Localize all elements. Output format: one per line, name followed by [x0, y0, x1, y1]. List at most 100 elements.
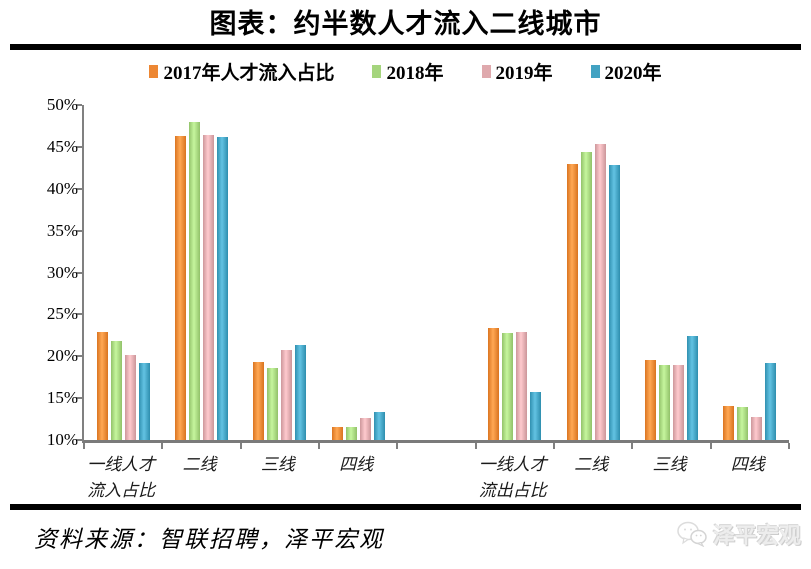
y-axis-label: 25% [46, 304, 78, 324]
x-axis-label: 三线 [260, 455, 295, 474]
y-axis-tick [76, 313, 82, 316]
bar-group [319, 105, 397, 440]
x-axis-label: 四线 [339, 455, 374, 474]
bar-group [241, 105, 319, 440]
watermark-text: 泽平宏观 [712, 523, 801, 548]
bar [566, 163, 578, 440]
bar [686, 336, 698, 440]
legend-swatch-2019-icon [481, 64, 491, 78]
legend-label-2018: 2018年 [386, 62, 444, 84]
x-axis-label: 二线 [574, 455, 609, 474]
legend-label-2020: 2020年 [604, 62, 662, 84]
bar [608, 165, 620, 440]
bar [295, 345, 307, 440]
bar [751, 416, 763, 440]
y-axis-label: 10% [46, 430, 78, 449]
y-axis-tick [76, 271, 82, 274]
y-axis-label: 35% [46, 220, 78, 240]
y-axis-label: 40% [46, 178, 78, 198]
x-axis-tick [709, 443, 712, 449]
bar [594, 144, 606, 440]
x-axis-tick [239, 443, 242, 449]
y-axis-tick [76, 229, 82, 232]
y-axis-label: 15% [46, 388, 78, 408]
watermark: 泽平宏观 [677, 518, 801, 550]
y-axis-tick [76, 145, 82, 148]
bar-group [476, 105, 554, 440]
x-axis-tick [788, 443, 790, 449]
bar-group [632, 105, 710, 440]
bar [331, 426, 343, 440]
y-axis-tick [76, 187, 82, 190]
bar [502, 332, 514, 440]
bar [174, 136, 186, 440]
y-axis-tick [76, 355, 82, 358]
x-axis-label [395, 452, 473, 505]
x-axis-labels: 一线人才 流入占比 二线 三线 四线 一线人才 流出占比 二线 三线 四线 [82, 452, 787, 505]
bar [737, 407, 749, 440]
chart-title: 图表：约半数人才流入二线城市 [209, 9, 602, 39]
source-note: 资料来源：智联招聘，泽平宏观 [34, 527, 384, 552]
x-axis-tick [83, 443, 85, 449]
top-divider [10, 44, 801, 50]
bar-group [397, 105, 475, 440]
legend: 2017年人才流入占比 2018年 2019年 2020年 [0, 50, 811, 92]
bar [267, 367, 279, 440]
bar [373, 411, 385, 440]
bar [281, 350, 293, 440]
x-axis-tick [474, 443, 477, 449]
y-axis-label: 50% [46, 95, 78, 114]
bar [672, 365, 684, 440]
bar [96, 331, 108, 440]
bar [488, 327, 500, 440]
x-axis-tick [552, 443, 555, 449]
bar [765, 362, 777, 440]
x-axis-label: 一线人才 流入占比 [87, 455, 156, 501]
bar [202, 135, 214, 440]
y-axis-tick [76, 104, 82, 106]
bar [138, 362, 150, 440]
legend-item-2017: 2017年人才流入占比 [149, 58, 334, 85]
x-axis-label: 二线 [182, 455, 217, 474]
y-axis-tick [76, 397, 82, 400]
y-axis-label: 30% [46, 262, 78, 282]
x-axis-label: 一线人才 流出占比 [478, 455, 547, 501]
x-axis-label: 四线 [730, 455, 765, 474]
bar-group [162, 105, 240, 440]
legend-item-2020: 2020年 [590, 58, 662, 85]
bar [359, 418, 371, 440]
legend-swatch-2020-icon [590, 64, 600, 78]
bottom-divider [10, 504, 801, 510]
bar [580, 151, 592, 440]
legend-label-2017: 2017年人才流入占比 [163, 62, 335, 84]
plot-area: 10% 15% 20% 25% 30% 35% 40% 45% 50% [47, 95, 790, 449]
bar [516, 331, 528, 440]
bar [110, 341, 122, 440]
x-axis-tick [396, 443, 399, 449]
bar [188, 121, 200, 440]
bar [530, 392, 542, 440]
legend-label-2019: 2019年 [495, 62, 553, 84]
y-axis-label: 45% [46, 136, 78, 156]
bar [124, 354, 136, 440]
bar-group [554, 105, 632, 440]
footer: 资料来源：智联招聘，泽平宏观 泽平宏观 [0, 510, 811, 569]
legend-item-2018: 2018年 [372, 58, 444, 85]
x-axis-tick [317, 443, 320, 449]
x-axis-label: 三线 [652, 455, 687, 474]
bar-chart: 10% 15% 20% 25% 30% 35% 40% 45% 50% 一线人才 流入占比 二线 三… [0, 92, 811, 504]
y-axis-tick [76, 439, 82, 441]
x-axis-tick [631, 443, 634, 449]
bar [658, 365, 670, 440]
bar-group [711, 105, 789, 440]
bar [345, 426, 357, 440]
bar [253, 362, 265, 440]
legend-swatch-2017-icon [149, 64, 159, 78]
wechat-icon [677, 521, 707, 547]
bar [216, 136, 228, 440]
x-axis-tick [161, 443, 164, 449]
legend-swatch-2018-icon [372, 64, 382, 78]
bar [644, 360, 656, 440]
y-axis-label: 20% [46, 346, 78, 366]
